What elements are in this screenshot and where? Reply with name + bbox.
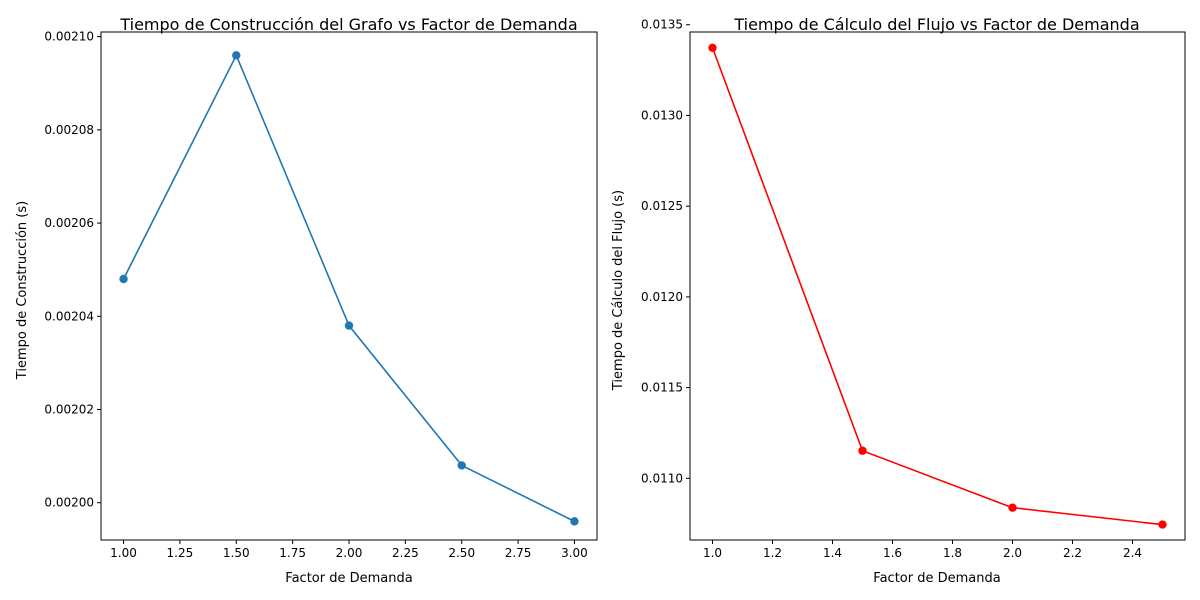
right-chart-data-point (1008, 503, 1017, 512)
left-chart-y-tick-label: 0.00204 (44, 309, 94, 323)
left-chart-data-point (344, 321, 354, 330)
right-chart-y-axis-label: Tiempo de Cálculo del Flujo (s) (611, 190, 626, 391)
left-chart-x-tick-label: 3.00 (561, 546, 588, 560)
right-chart-x-tick-label: 1.4 (823, 546, 842, 560)
left-chart-axes-frame (100, 31, 598, 541)
left-chart-data-point (570, 517, 579, 526)
left-chart-y-tick-label: 0.00202 (44, 403, 94, 417)
right-chart-x-tick-label: 2.0 (1003, 546, 1022, 560)
left-chart-panel: Tiempo de Construcción del Grafo vs Fact… (15, 15, 598, 586)
right-chart-x-tick-label: 1.6 (883, 546, 902, 560)
left-chart-data-point (232, 51, 241, 60)
left-chart-x-tick-label: 2.25 (392, 546, 419, 560)
left-chart-x-tick-label: 2.00 (336, 546, 363, 560)
right-chart-x-tick-label: 2.4 (1123, 546, 1142, 560)
right-chart-y-tick-label: 0.0120 (641, 290, 683, 304)
right-chart-x-tick-label: 1.0 (703, 546, 722, 560)
left-chart-x-axis-label: Factor de Demanda (285, 571, 412, 586)
left-chart-x-tick-label: 1.00 (110, 546, 137, 560)
left-chart-x-tick-label: 2.75 (505, 546, 532, 560)
right-chart-data-point (1158, 520, 1167, 529)
left-chart-marks (119, 51, 579, 526)
left-chart-x-tick-label: 2.50 (448, 546, 475, 560)
right-chart-y-tick-label: 0.0125 (641, 199, 683, 213)
left-chart-y-tick-label: 0.00200 (44, 496, 94, 510)
left-chart-x-tick-label: 1.75 (279, 546, 306, 560)
right-chart-axes-frame (689, 31, 1186, 541)
right-chart-data-point (708, 43, 717, 52)
right-chart-marks (708, 43, 1167, 529)
left-chart-y-tick-label: 0.00206 (44, 216, 94, 230)
left-chart-x-tick-label: 1.25 (167, 546, 194, 560)
right-chart-x-tick-label: 2.2 (1063, 546, 1082, 560)
left-chart-data-point (457, 461, 466, 470)
left-chart-x-tick-label: 1.50 (223, 546, 250, 560)
right-chart-y-tick-label: 0.0135 (641, 18, 683, 32)
right-chart-y-tick-label: 0.0115 (641, 381, 683, 395)
right-chart-x-tick-label: 1.8 (943, 546, 962, 560)
right-chart-y-tick-label: 0.0110 (641, 471, 683, 485)
left-chart-ticks: 1.00 1.25 1.50 1.75 2.00 2.25 2.50 2.75 3.00 0.00… (44, 30, 587, 560)
left-chart-y-tick-label: 0.00210 (44, 30, 94, 44)
right-chart-panel: Tiempo de Cálculo del Flujo vs Factor de… (611, 15, 1186, 586)
left-chart-y-tick-label: 0.00208 (44, 123, 94, 137)
left-chart-data-point (119, 274, 128, 284)
right-chart-series-line (711, 47, 1163, 526)
right-chart-title: Tiempo de Cálculo del Flujo vs Factor de… (733, 15, 1139, 34)
right-chart-y-tick-label: 0.0130 (641, 108, 683, 122)
right-chart-x-axis-label: Factor de Demanda (873, 571, 1000, 586)
left-chart-title: Tiempo de Construcción del Grafo vs Fact… (119, 15, 577, 34)
right-chart-x-tick-label: 1.2 (763, 546, 782, 560)
left-chart-y-axis-label: Tiempo de Construcción (s) (15, 201, 30, 380)
right-chart-ticks: 1.0 1.2 1.4 1.6 1.8 2.0 2.2 2.4 0.0110 0.0115 0.01… (641, 18, 1142, 560)
right-chart-data-point (858, 446, 867, 455)
